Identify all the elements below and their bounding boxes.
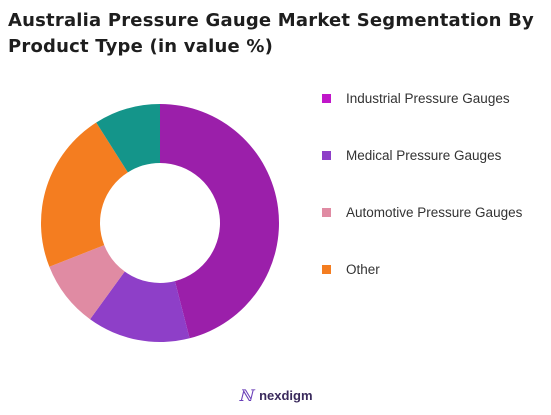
donut-slice-other — [40, 122, 128, 267]
legend-label-medical: Medical Pressure Gauges — [346, 147, 502, 163]
legend-item-other: Other — [322, 259, 551, 279]
legend-label-automotive: Automotive Pressure Gauges — [346, 204, 523, 220]
chart-title-line-1: Australia Pressure Gauge Market Segmenta… — [8, 10, 534, 31]
legend-swatch-industrial — [322, 93, 331, 103]
chart-title-line-2: Product Type (in value %) — [8, 36, 273, 57]
legend-item-industrial: Industrial Pressure Gauges — [322, 88, 551, 108]
legend-swatch-automotive — [322, 207, 331, 217]
legend-label-other: Other — [346, 261, 380, 277]
legend-swatch-other — [322, 264, 331, 274]
donut-slice-medical-pressure-gauges — [90, 271, 190, 343]
donut-slice-unlabeled-4 — [96, 104, 160, 173]
legend-item-medical: Medical Pressure Gauges — [322, 145, 551, 165]
nexdigm-logo-icon: ℕ — [238, 386, 254, 405]
brand-name: nexdigm — [259, 388, 313, 403]
chart-legend: Industrial Pressure Gauges Medical Press… — [322, 88, 551, 316]
donut-slice-automotive-pressure-gauges — [49, 245, 125, 320]
donut-slice-industrial-pressure-gauges — [160, 104, 280, 339]
legend-label-industrial: Industrial Pressure Gauges — [346, 90, 510, 106]
chart-title: Australia Pressure Gauge Market Segmenta… — [8, 8, 538, 60]
legend-item-automotive: Automotive Pressure Gauges — [322, 202, 551, 222]
legend-swatch-medical — [322, 150, 331, 160]
brand-footer: ℕ nexdigm — [0, 386, 551, 405]
